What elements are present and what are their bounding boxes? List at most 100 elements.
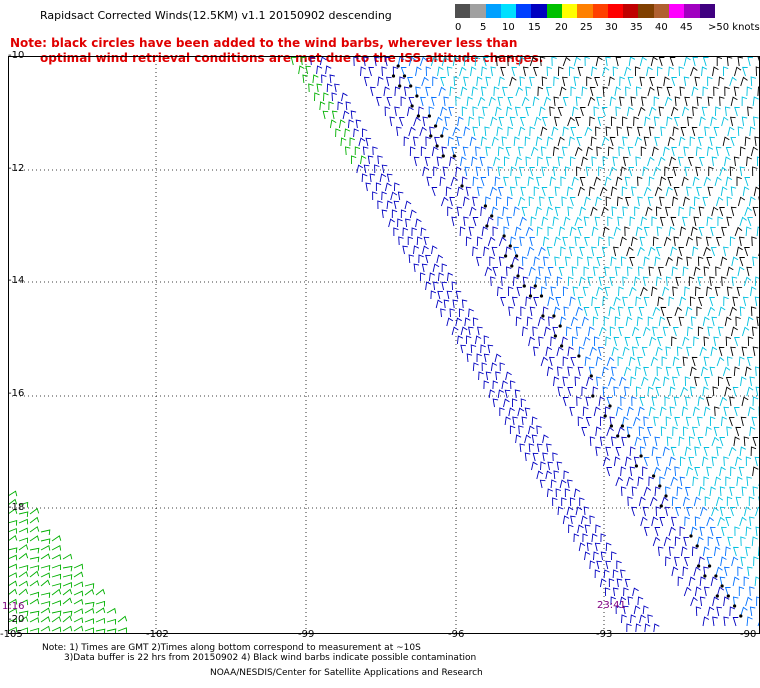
wind-barb	[84, 583, 95, 589]
wind-barb	[622, 296, 628, 307]
wind-barb	[645, 206, 653, 217]
wind-barb	[728, 416, 735, 427]
wind-barb	[601, 206, 609, 217]
wind-barb	[344, 146, 351, 156]
wind-barb	[692, 476, 699, 487]
wind-barb	[676, 256, 683, 267]
wind-barb	[483, 353, 490, 363]
pass-time-right: 23:41	[597, 600, 626, 611]
wind-barb	[485, 371, 492, 381]
wind-barb	[703, 266, 710, 277]
notice-line-1: Note: black circles have been added to t…	[10, 36, 518, 50]
wind-barb	[575, 326, 582, 337]
wind-barb	[507, 56, 513, 67]
wind-barb	[351, 155, 357, 164]
wind-barb	[738, 356, 745, 367]
wind-barb	[630, 96, 636, 107]
wind-barb	[651, 446, 658, 457]
wind-barb	[492, 380, 499, 390]
wind-barb	[622, 156, 629, 167]
wind-barb	[558, 266, 565, 277]
wind-barb	[636, 316, 643, 327]
wind-barb	[525, 156, 531, 167]
wind-barb	[747, 106, 753, 117]
wind-barb	[670, 446, 677, 457]
wind-barb	[594, 307, 600, 317]
wind-barb	[506, 266, 512, 277]
wind-barb	[541, 76, 548, 87]
wind-barb	[504, 156, 510, 166]
wind-barb	[441, 146, 447, 158]
wind-barb	[569, 246, 575, 257]
wind-barb	[653, 416, 659, 427]
wind-barb	[605, 126, 612, 137]
wind-barb	[696, 236, 702, 247]
wind-barb	[528, 336, 535, 347]
wind-barb	[447, 136, 454, 147]
wind-barb	[532, 326, 538, 337]
wind-barb	[654, 186, 663, 197]
wind-barb	[702, 616, 710, 627]
wind-barb	[693, 336, 699, 347]
wind-barb	[684, 376, 691, 387]
wind-barb	[637, 356, 643, 367]
wind-barb	[695, 166, 701, 177]
wind-barb	[472, 362, 479, 372]
wind-barb	[665, 186, 673, 197]
wind-barb	[558, 316, 567, 328]
wind-barb	[707, 606, 715, 617]
wind-barb	[597, 116, 604, 127]
wind-barb	[719, 96, 725, 107]
wind-barb	[746, 156, 752, 167]
wind-barb	[535, 136, 543, 147]
wind-barb	[627, 266, 633, 277]
wind-barb	[683, 76, 690, 87]
wind-barb	[569, 497, 576, 507]
footer-note-2: 3)Data buffer is 22 hrs from 20150902 4)…	[64, 653, 477, 663]
lon-label-99: -99	[298, 629, 315, 640]
wind-barb	[609, 136, 616, 147]
wind-barb	[372, 191, 378, 201]
wind-barb	[589, 346, 597, 357]
wind-barb	[678, 206, 685, 217]
wind-barb	[563, 216, 571, 227]
wind-barb	[524, 407, 531, 417]
wind-barb	[509, 186, 516, 197]
lon-label-96: -96	[448, 629, 465, 640]
wind-barb	[745, 546, 751, 557]
wind-barb	[463, 216, 469, 227]
wind-barb	[518, 56, 526, 67]
wind-barb	[714, 106, 721, 117]
wind-barb	[671, 496, 678, 507]
wind-barb	[735, 496, 742, 507]
wind-barb	[706, 216, 713, 227]
wind-barb	[443, 96, 449, 107]
wind-barb	[679, 456, 686, 467]
wind-barb	[705, 396, 712, 407]
wind-barb	[567, 276, 574, 287]
wind-barb	[628, 356, 636, 367]
wind-barb	[589, 116, 595, 127]
wind-barb	[643, 256, 650, 267]
wind-barb	[747, 406, 755, 417]
wind-barb	[559, 479, 567, 489]
wind-barb	[567, 479, 573, 489]
wind-barb	[629, 216, 636, 227]
wind-barb	[719, 486, 726, 497]
wind-barb	[658, 57, 665, 67]
wind-barb	[637, 106, 646, 117]
wind-barb	[672, 376, 678, 387]
wind-barb	[398, 116, 405, 127]
wind-barb	[714, 406, 720, 417]
wind-barb	[29, 591, 40, 598]
wind-barb	[490, 276, 496, 287]
wind-barb	[657, 266, 664, 277]
legend-label-30: 30	[605, 22, 618, 33]
wind-barb	[577, 416, 584, 427]
wind-barb	[615, 447, 622, 457]
wind-barb	[547, 266, 554, 277]
wind-barb	[8, 626, 18, 633]
wind-barb	[723, 616, 729, 627]
wind-barb	[734, 337, 740, 347]
wind-barb	[73, 608, 84, 614]
